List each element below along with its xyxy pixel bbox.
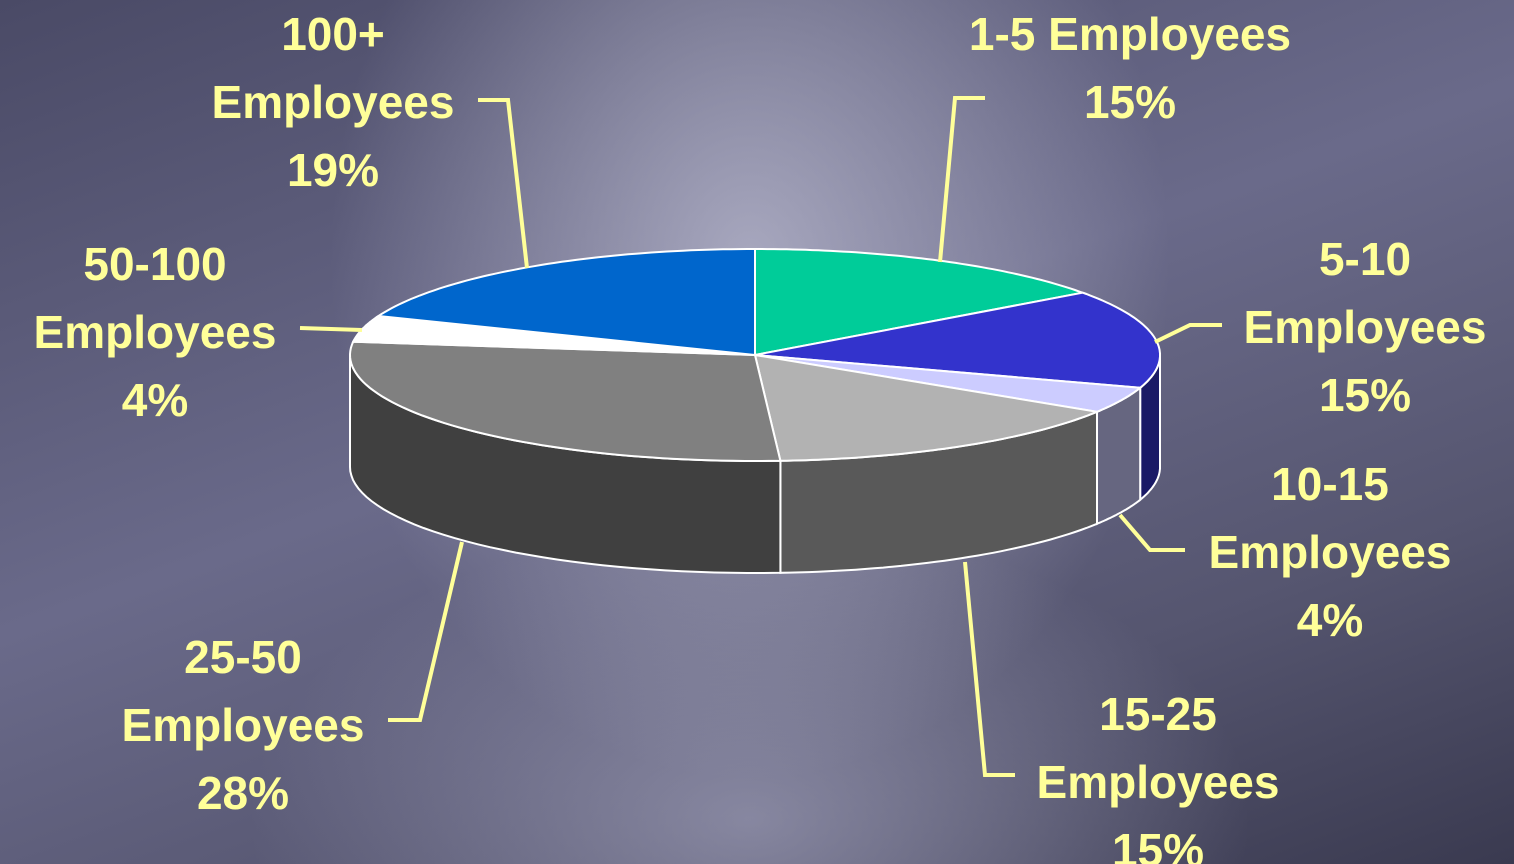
value-label: 28% xyxy=(196,767,290,819)
category-label: 100+ Employees xyxy=(211,8,455,128)
slice xyxy=(348,340,782,462)
slice-label: 1-5 Employees 15% xyxy=(965,0,1295,136)
slice-label: 50-100 Employees 4% xyxy=(0,230,320,434)
category-label: 1-5 Employees xyxy=(968,8,1292,60)
category-label: 25-50 Employees xyxy=(121,631,365,751)
category-label: 10-15 Employees xyxy=(1208,458,1452,578)
slice-label: 10-15 Employees 4% xyxy=(1165,450,1495,654)
category-label: 5-10 Employees xyxy=(1243,233,1487,353)
leader-lines xyxy=(299,96,1222,777)
value-label: 15% xyxy=(1083,76,1177,128)
leader-line xyxy=(478,98,529,269)
pie xyxy=(348,248,1161,574)
category-label: 50-100 Employees xyxy=(33,238,277,358)
leader-line xyxy=(299,326,363,332)
leader-line xyxy=(1154,323,1222,344)
value-label: 15% xyxy=(1111,824,1205,864)
value-label: 15% xyxy=(1318,369,1412,421)
leader-line xyxy=(938,96,985,263)
slice-label: 100+ Employees 19% xyxy=(168,0,498,204)
slice xyxy=(753,353,1101,462)
leader-line xyxy=(1118,513,1185,552)
value-label: 19% xyxy=(286,144,380,196)
value-label: 4% xyxy=(121,374,189,426)
leader-line xyxy=(388,541,464,722)
slice xyxy=(754,291,1161,389)
category-label: 15-25 Employees xyxy=(1036,688,1280,808)
leader-line xyxy=(963,561,1015,777)
value-label: 4% xyxy=(1296,594,1364,646)
slice xyxy=(754,354,1143,413)
slice-label: 25-50 Employees 28% xyxy=(78,623,408,827)
slice-label: 5-10 Employees 15% xyxy=(1200,225,1514,429)
slice-label: 15-25 Employees 15% xyxy=(993,680,1323,864)
